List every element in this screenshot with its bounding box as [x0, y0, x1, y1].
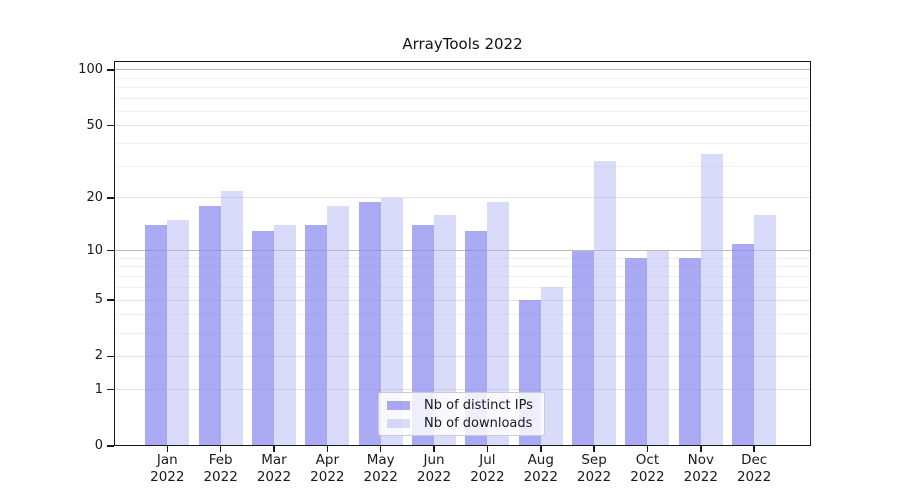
- x-tick-label-mar: Mar 2022: [256, 452, 292, 485]
- x-tick-label-aug: Aug 2022: [523, 452, 558, 485]
- bar-downloads-may: [380, 197, 403, 446]
- x-tick-mark: [219, 446, 222, 452]
- x-tick-label-oct: Oct 2022: [630, 452, 665, 485]
- gridline-minor: [114, 257, 811, 259]
- bar-downloads-aug: [540, 287, 563, 446]
- x-tick-mark: [379, 446, 382, 452]
- bar-downloads-feb: [220, 190, 243, 446]
- x-tick-mark: [273, 446, 275, 452]
- y-tick-mark: [107, 299, 114, 301]
- x-tick-label-jul: Jul 2022: [470, 452, 505, 485]
- y-tick-label-1: 1: [94, 381, 103, 397]
- bar-ips-oct: [625, 258, 648, 446]
- gridline-minor: [114, 77, 811, 79]
- legend-swatch-distinct-ips: [387, 400, 410, 410]
- x-tick-label-feb: Feb 2022: [203, 452, 238, 485]
- gridline-2: [114, 355, 811, 357]
- gridline-minor: [114, 332, 811, 334]
- x-tick-mark: [433, 446, 435, 452]
- gridline-minor: [114, 314, 811, 316]
- legend: Nb of distinct IPs Nb of downloads: [378, 392, 545, 436]
- y-tick-mark: [107, 124, 114, 127]
- x-tick-label-nov: Nov 2022: [683, 452, 718, 485]
- x-tick-mark: [486, 446, 489, 452]
- bar-ips-jun: [412, 225, 435, 446]
- legend-label-distinct-ips: Nb of distinct IPs: [424, 397, 533, 413]
- legend-label-downloads: Nb of downloads: [424, 415, 533, 431]
- gridline-100: [114, 69, 811, 71]
- bar-downloads-sep: [594, 161, 617, 446]
- y-tick-label-10: 10: [86, 242, 103, 258]
- gridline-minor: [114, 98, 811, 100]
- y-tick-mark: [107, 388, 114, 391]
- x-tick-mark: [753, 446, 755, 452]
- y-tick-mark: [107, 69, 114, 71]
- y-tick-label-2: 2: [94, 348, 103, 364]
- gridline-1: [114, 389, 811, 391]
- gridline-minor: [114, 165, 811, 167]
- bar-downloads-mar: [274, 225, 296, 446]
- y-tick-mark: [107, 249, 114, 252]
- gridline-minor: [114, 110, 811, 112]
- bar-downloads-jul: [487, 201, 510, 446]
- gridline-minor: [114, 276, 811, 278]
- gridline-20: [114, 197, 811, 199]
- gridline-minor: [114, 142, 811, 144]
- bar-ips-jan: [145, 225, 168, 446]
- bar-downloads-nov: [700, 154, 723, 446]
- x-tick-mark: [700, 446, 702, 452]
- y-tick-mark: [107, 445, 114, 447]
- gridline-minor: [114, 266, 811, 268]
- x-tick-label-sep: Sep 2022: [576, 452, 612, 485]
- legend-swatch-downloads: [387, 418, 410, 428]
- x-tick-label-may: May 2022: [363, 452, 398, 485]
- bar-ips-mar: [252, 230, 274, 446]
- bar-ips-dec: [732, 243, 755, 446]
- y-tick-mark: [107, 355, 114, 358]
- bar-downloads-jun: [434, 215, 457, 446]
- x-tick-label-jun: Jun 2022: [416, 452, 452, 485]
- bar-downloads-dec: [754, 215, 777, 446]
- x-tick-mark: [540, 446, 542, 452]
- gridline-5: [114, 299, 811, 301]
- bar-downloads-apr: [327, 206, 350, 446]
- y-tick-label-100: 100: [78, 61, 103, 77]
- bar-ips-may: [358, 201, 381, 446]
- bar-ips-sep: [572, 250, 595, 446]
- gridline-50: [114, 125, 811, 127]
- bar-downloads-jan: [167, 220, 190, 446]
- y-tick-label-5: 5: [94, 292, 103, 308]
- x-tick-label-jan: Jan 2022: [150, 452, 185, 485]
- bar-ips-nov: [678, 258, 701, 446]
- y-tick-label-50: 50: [86, 117, 103, 133]
- legend-item-downloads: Nb of downloads: [387, 416, 536, 431]
- bar-ips-apr: [305, 225, 328, 446]
- y-tick-label-20: 20: [86, 189, 103, 205]
- y-tick-label-0: 0: [94, 438, 103, 453]
- chart-title: ArrayTools 2022: [402, 35, 523, 53]
- x-tick-mark: [326, 446, 329, 452]
- y-tick-mark: [107, 197, 114, 199]
- bar-ips-feb: [198, 206, 221, 446]
- gridline-minor: [114, 286, 811, 288]
- x-tick-mark: [593, 446, 595, 452]
- x-tick-label-dec: Dec 2022: [736, 452, 772, 485]
- x-tick-mark: [646, 446, 649, 452]
- gridline-10: [114, 250, 811, 252]
- x-tick-mark: [166, 446, 169, 452]
- legend-item-distinct-ips: Nb of distinct IPs: [387, 398, 536, 413]
- gridline-minor: [114, 87, 811, 89]
- bar-downloads-oct: [647, 250, 670, 446]
- x-tick-label-apr: Apr 2022: [310, 452, 345, 485]
